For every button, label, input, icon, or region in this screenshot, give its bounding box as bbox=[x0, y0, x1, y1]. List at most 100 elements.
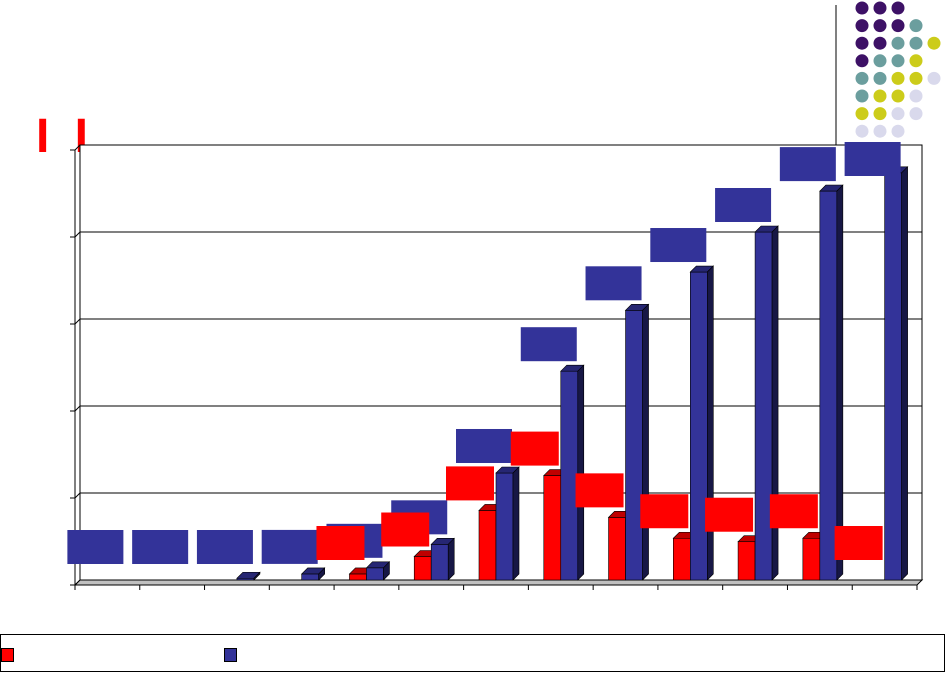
decorative-dot bbox=[855, 71, 869, 85]
data-label-box-series-1 bbox=[769, 494, 818, 529]
data-label-box-series-2 bbox=[132, 530, 189, 564]
data-label-box-series-1 bbox=[381, 512, 430, 547]
data-label-box-series-1 bbox=[316, 526, 365, 560]
bar-series-2 bbox=[754, 225, 779, 581]
bar-series-2 bbox=[819, 184, 844, 581]
decorative-dot bbox=[891, 19, 905, 33]
bar-series-1-front bbox=[608, 517, 626, 581]
bar-series-2 bbox=[365, 561, 391, 581]
grid-diagonal bbox=[74, 318, 81, 325]
decorative-dot bbox=[855, 124, 869, 138]
decorative-dot bbox=[891, 89, 905, 103]
data-label-box-series-1 bbox=[446, 466, 494, 501]
grid-diagonal bbox=[74, 492, 81, 499]
data-label-box-series-2 bbox=[67, 530, 124, 564]
bar-series-1-front bbox=[413, 556, 432, 581]
decorative-dot bbox=[891, 124, 905, 138]
data-label-box-series-1 bbox=[510, 431, 559, 466]
bar-series-2-side bbox=[318, 567, 325, 581]
data-label-box-series-1 bbox=[705, 497, 754, 532]
decorative-dot bbox=[873, 1, 887, 15]
decorative-dot bbox=[909, 107, 923, 121]
grid-diagonal bbox=[74, 579, 81, 586]
decorative-dot bbox=[855, 1, 869, 15]
bar-series-2-side bbox=[253, 571, 261, 581]
bar-series-2 bbox=[300, 567, 326, 581]
decorative-dot bbox=[909, 71, 923, 85]
decorative-dot bbox=[873, 36, 887, 50]
data-label-box-series-2 bbox=[520, 327, 577, 362]
bar-series-2-side bbox=[771, 225, 779, 581]
decorative-dot bbox=[891, 107, 905, 121]
decorative-dot bbox=[855, 54, 869, 68]
data-label-box-series-2 bbox=[779, 147, 836, 182]
bar-series-1-front bbox=[673, 537, 691, 581]
decorative-dot bbox=[855, 36, 869, 50]
decorative-dot-pattern bbox=[855, 1, 941, 138]
data-label-boxes bbox=[67, 142, 901, 564]
decorative-dot bbox=[909, 19, 923, 33]
bar-series-2 bbox=[236, 571, 261, 581]
decorative-dot bbox=[891, 36, 905, 50]
bar-series-2-side bbox=[447, 537, 455, 581]
bar-series-2-side bbox=[383, 561, 390, 581]
decorative-dot bbox=[855, 19, 869, 33]
decorative-dot bbox=[891, 1, 905, 15]
decorative-dot bbox=[855, 89, 869, 103]
bar-series-2-side bbox=[836, 184, 844, 581]
data-label-box-series-2 bbox=[715, 188, 772, 222]
decorative-dot bbox=[891, 54, 905, 68]
decorative-dot bbox=[873, 54, 887, 68]
bar-series-2-front bbox=[430, 544, 449, 581]
plot-floor bbox=[73, 579, 924, 586]
bar-series-2-side bbox=[577, 364, 585, 581]
bar-series-1-front bbox=[802, 537, 821, 581]
data-label-box-series-2 bbox=[196, 530, 253, 564]
bars bbox=[236, 166, 909, 581]
bar-series-2 bbox=[495, 466, 520, 581]
bar-series-1-front bbox=[478, 510, 497, 581]
bar-series-2 bbox=[624, 303, 650, 581]
bar-series-2-front bbox=[366, 567, 384, 581]
bar-series-2 bbox=[689, 265, 715, 581]
data-label-box-series-1 bbox=[834, 526, 883, 560]
bar-series-2 bbox=[560, 364, 585, 581]
title-marks: I I bbox=[36, 110, 94, 163]
data-label-box-series-2 bbox=[650, 228, 707, 263]
bar-series-2-front bbox=[625, 309, 643, 581]
grid-diagonal bbox=[74, 231, 81, 238]
bar-series-2 bbox=[430, 537, 455, 581]
data-label-box-series-1 bbox=[640, 494, 689, 529]
bar-series-2 bbox=[883, 166, 909, 581]
legend bbox=[0, 634, 945, 672]
bar-series-1-front bbox=[543, 475, 562, 581]
data-label-box-series-2 bbox=[456, 428, 512, 463]
decorative-dot bbox=[873, 107, 887, 121]
bar-series-2-front bbox=[301, 573, 319, 581]
data-label-box-series-1 bbox=[575, 473, 624, 508]
decorative-dot bbox=[855, 107, 869, 121]
bar-series-2-front bbox=[495, 472, 514, 581]
decorative-dot bbox=[909, 54, 923, 68]
bar-series-2-side bbox=[707, 265, 714, 581]
decorative-dot bbox=[909, 89, 923, 103]
bar-series-2-side bbox=[512, 466, 520, 581]
bar-series-2-front bbox=[560, 370, 579, 581]
grid-diagonal bbox=[74, 405, 81, 412]
decorative-dot bbox=[909, 36, 923, 50]
data-label-box-series-2 bbox=[261, 529, 318, 564]
decorative-dot bbox=[873, 71, 887, 85]
data-label-box-series-2 bbox=[585, 266, 642, 301]
bar-series-2-front bbox=[690, 271, 708, 581]
bar-series-1-front bbox=[349, 573, 367, 581]
legend-swatch-series-2 bbox=[224, 648, 237, 662]
decorative-dot bbox=[873, 124, 887, 138]
decorative-dot bbox=[873, 19, 887, 33]
decorative-dot bbox=[891, 71, 905, 85]
grid-diagonal bbox=[74, 144, 81, 151]
bar-series-2-front bbox=[884, 172, 902, 581]
legend-swatch-series-1 bbox=[1, 648, 14, 662]
bar-series-2-front bbox=[754, 231, 773, 581]
decorative-dot bbox=[927, 71, 941, 85]
